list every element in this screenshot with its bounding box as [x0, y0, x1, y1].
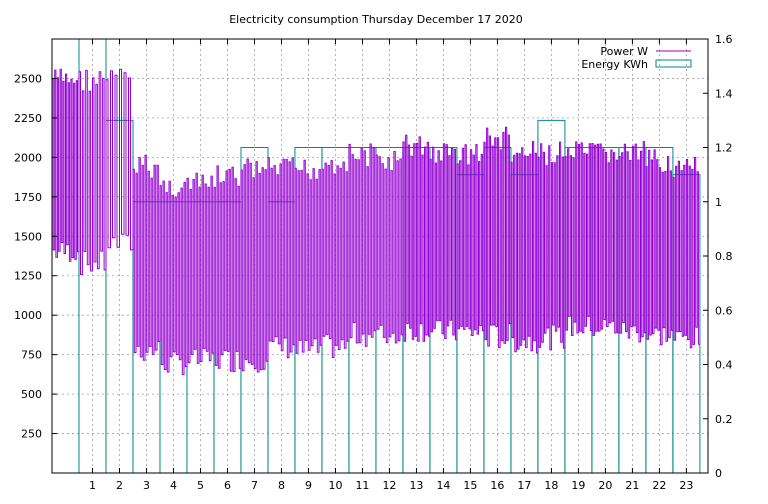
x-tick-label: 14: [436, 479, 450, 492]
x-tick-label: 23: [679, 479, 693, 492]
power-line: [52, 68, 700, 376]
y2-tick-label: 1: [715, 196, 722, 209]
x-tick-label: 5: [197, 479, 204, 492]
y-tick-label: 1750: [14, 191, 42, 204]
x-tick-label: 18: [544, 479, 558, 492]
legend-label-power: Power W: [600, 45, 648, 58]
x-tick-label: 1: [89, 479, 96, 492]
y-tick-label: 250: [21, 428, 42, 441]
x-tick-label: 2: [116, 479, 123, 492]
y-tick-label: 2000: [14, 151, 42, 164]
x-tick-label: 9: [305, 479, 312, 492]
y2-tick-label: 0.6: [715, 304, 733, 317]
y2-tick-label: 1.6: [715, 33, 733, 46]
y2-tick-label: 0.2: [715, 413, 733, 426]
y-tick-label: 750: [21, 349, 42, 362]
x-tick-label: 19: [571, 479, 585, 492]
x-tick-label: 6: [224, 479, 231, 492]
y-tick-label: 1500: [14, 230, 42, 243]
y2-tick-label: 0: [715, 467, 722, 480]
axes: 1 2 3 4 5 6 7 8 9 10 11 12 13 14 15 16 17 18 19 20 21 22 23250…: [14, 33, 733, 492]
chart-title: Electricity consumption Thursday Decembe…: [229, 13, 523, 26]
legend-label-energy: Energy KWh: [581, 58, 648, 71]
x-tick-label: 20: [598, 479, 612, 492]
x-tick-label: 3: [143, 479, 150, 492]
x-tick-label: 4: [170, 479, 177, 492]
y2-tick-label: 0.8: [715, 250, 733, 263]
y2-tick-label: 0.4: [715, 359, 733, 372]
x-tick-label: 22: [652, 479, 666, 492]
y-tick-label: 1250: [14, 270, 42, 283]
x-tick-label: 11: [355, 479, 369, 492]
x-tick-label: 15: [463, 479, 477, 492]
legend-swatch-energy: [655, 59, 692, 68]
x-tick-label: 21: [625, 479, 639, 492]
y2-tick-label: 1.4: [715, 87, 733, 100]
x-tick-label: 16: [490, 479, 504, 492]
power-series: [52, 68, 700, 376]
y-tick-label: 2250: [14, 112, 42, 125]
x-tick-label: 10: [328, 479, 342, 492]
y-tick-label: 1000: [14, 309, 42, 322]
y-tick-label: 2500: [14, 72, 42, 85]
x-tick-label: 13: [409, 479, 423, 492]
x-tick-label: 8: [278, 479, 285, 492]
x-tick-label: 12: [382, 479, 396, 492]
x-tick-label: 7: [251, 479, 258, 492]
y2-tick-label: 1.2: [715, 142, 733, 155]
y-tick-label: 500: [21, 388, 42, 401]
x-tick-label: 17: [517, 479, 531, 492]
